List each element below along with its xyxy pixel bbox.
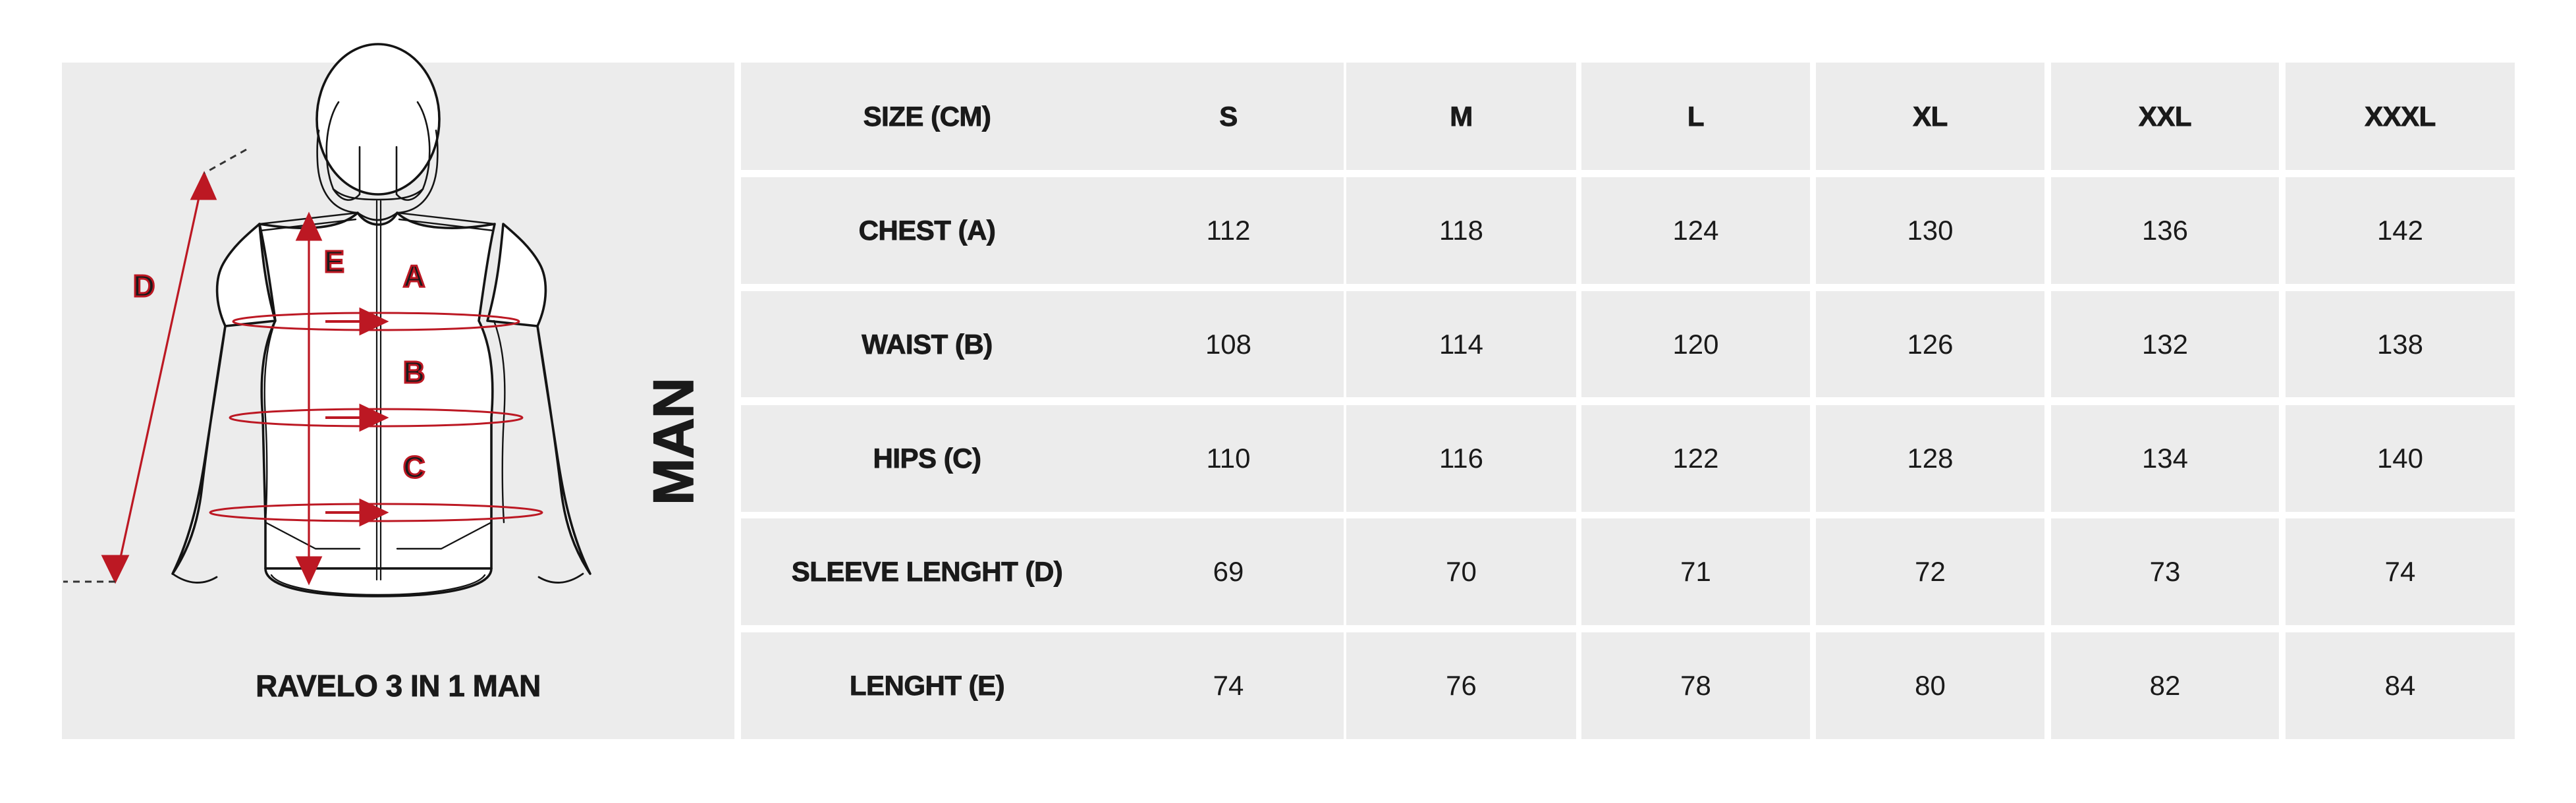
svg-text:C: C <box>403 450 425 484</box>
svg-text:E: E <box>324 244 344 279</box>
svg-text:B: B <box>403 355 425 389</box>
svg-text:D: D <box>133 269 155 303</box>
svg-text:A: A <box>403 259 425 293</box>
svg-text:MAN: MAN <box>642 378 705 505</box>
